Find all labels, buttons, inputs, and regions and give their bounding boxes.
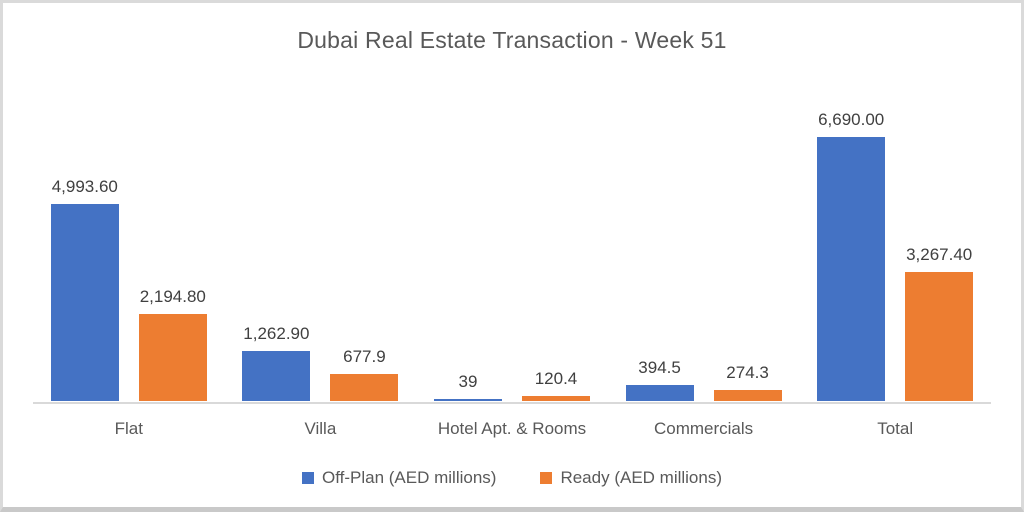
- legend-label-off-plan-aed-millions: Off-Plan (AED millions): [322, 468, 497, 487]
- bar-group-villa: 1,262.90 677.9: [225, 101, 417, 401]
- bar-off-plan-aed-millions-hotel-apt-rooms: [433, 399, 502, 401]
- legend-entry-ready-aed-millions: Ready (AED millions): [540, 468, 722, 488]
- bar-wrap-ready-aed-millions-villa: 677.9: [330, 101, 399, 401]
- bar-ready-aed-millions-commercials: [713, 390, 782, 401]
- bar-off-plan-aed-millions-commercials: [625, 385, 694, 401]
- category-label-hotel-apt-rooms: Hotel Apt. & Rooms: [437, 419, 587, 438]
- legend: Off-Plan (AED millions) Ready (AED millio…: [3, 468, 1021, 488]
- data-label-ready-aed-millions-total: 3,267.40: [906, 245, 973, 265]
- category-axis: Flat Villa Hotel Apt. & Rooms Commercials To…: [33, 419, 991, 439]
- data-label-ready-aed-millions-hotel-apt-rooms: 120.4: [534, 369, 578, 389]
- plot-area: 4,993.60 2,194.80 1,262.90 677.9 39 120.4 394.…: [33, 101, 991, 401]
- legend-swatch-icon-off-plan-aed-millions: [302, 472, 314, 484]
- category-label-commercials: Commercials: [653, 419, 754, 438]
- legend-entry-off-plan-aed-millions: Off-Plan (AED millions): [302, 468, 496, 488]
- bar-group-commercials: 394.5 274.3: [608, 101, 800, 401]
- bar-wrap-off-plan-aed-millions-flat: 4,993.60: [50, 101, 119, 401]
- bar-wrap-ready-aed-millions-flat: 2,194.80: [138, 101, 207, 401]
- chart-title: Dubai Real Estate Transaction - Week 51: [297, 27, 727, 53]
- bar-group-total: 6,690.00 3,267.40: [799, 101, 991, 401]
- legend-label-ready-aed-millions: Ready (AED millions): [560, 468, 722, 487]
- bar-off-plan-aed-millions-total: [817, 137, 886, 401]
- data-label-ready-aed-millions-flat: 2,194.80: [139, 287, 206, 307]
- bar-wrap-ready-aed-millions-commercials: 274.3: [713, 101, 782, 401]
- data-label-off-plan-aed-millions-commercials: 394.5: [638, 358, 681, 378]
- category-label-villa: Villa: [304, 419, 337, 438]
- bar-off-plan-aed-millions-villa: [242, 351, 311, 401]
- category-label-flat: Flat: [114, 419, 143, 438]
- bar-off-plan-aed-millions-flat: [50, 203, 119, 401]
- data-label-off-plan-aed-millions-villa: 1,262.90: [243, 324, 310, 344]
- data-label-off-plan-aed-millions-total: 6,690.00: [818, 110, 885, 129]
- bar-wrap-ready-aed-millions-hotel-apt-rooms: 120.4: [521, 101, 590, 401]
- data-label-off-plan-aed-millions-hotel-apt-rooms: 39: [458, 372, 478, 392]
- data-label-ready-aed-millions-villa: 677.9: [343, 347, 386, 367]
- bar-group-flat: 4,993.60 2,194.80: [33, 101, 225, 401]
- bar-ready-aed-millions-flat: [138, 314, 207, 401]
- bar-wrap-off-plan-aed-millions-hotel-apt-rooms: 39: [433, 101, 502, 401]
- bar-wrap-off-plan-aed-millions-commercials: 394.5: [625, 101, 694, 401]
- bar-wrap-off-plan-aed-millions-total: 6,690.00: [817, 101, 886, 401]
- bar-group-hotel-apt-rooms: 39 120.4: [416, 101, 608, 401]
- bar-ready-aed-millions-villa: [330, 374, 399, 401]
- bar-wrap-off-plan-aed-millions-villa: 1,262.90: [242, 101, 311, 401]
- legend-swatch-icon-ready-aed-millions: [540, 472, 553, 484]
- bar-ready-aed-millions-hotel-apt-rooms: [521, 396, 590, 401]
- data-label-ready-aed-millions-commercials: 274.3: [726, 363, 769, 383]
- x-axis-line: [33, 402, 991, 404]
- category-label-total: Total: [877, 419, 914, 438]
- bar-ready-aed-millions-total: [905, 272, 974, 401]
- bar-wrap-ready-aed-millions-total: 3,267.40: [905, 101, 974, 401]
- data-label-off-plan-aed-millions-flat: 4,993.60: [51, 176, 118, 196]
